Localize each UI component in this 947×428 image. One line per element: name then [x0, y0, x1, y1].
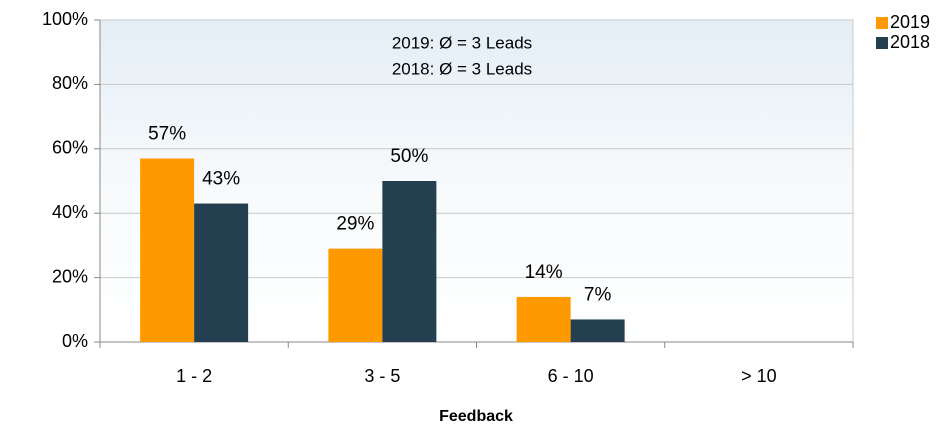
data-label: 50% [390, 146, 428, 167]
annotation: 2019: Ø = 3 Leads [392, 33, 532, 52]
data-label: 14% [525, 262, 563, 283]
bar [140, 158, 195, 342]
y-tick-label: 60% [52, 138, 88, 158]
legend-swatch [876, 37, 888, 49]
x-tick-label: 1 - 2 [176, 366, 212, 386]
bar [570, 319, 625, 342]
bar [328, 248, 383, 342]
y-tick-label: 40% [52, 202, 88, 222]
bar [516, 296, 571, 342]
legend-swatch [876, 17, 888, 29]
data-label: 29% [336, 214, 374, 235]
annotation: 2018: Ø = 3 Leads [392, 59, 532, 78]
data-label: 43% [202, 169, 240, 190]
data-label: 7% [584, 284, 612, 305]
x-tick-label: 3 - 5 [364, 366, 400, 386]
legend-label: 2019 [890, 12, 930, 32]
y-tick-label: 0% [62, 331, 88, 351]
x-axis-label: Feedback [439, 408, 513, 425]
x-tick-label: 6 - 10 [548, 366, 594, 386]
bar [382, 181, 437, 342]
bar [194, 203, 249, 342]
x-tick-label: > 10 [741, 366, 777, 386]
legend-label: 2018 [890, 32, 930, 52]
y-tick-label: 20% [52, 266, 88, 286]
y-tick-label: 100% [42, 9, 88, 29]
data-label: 57% [148, 123, 186, 144]
y-tick-label: 80% [52, 73, 88, 93]
